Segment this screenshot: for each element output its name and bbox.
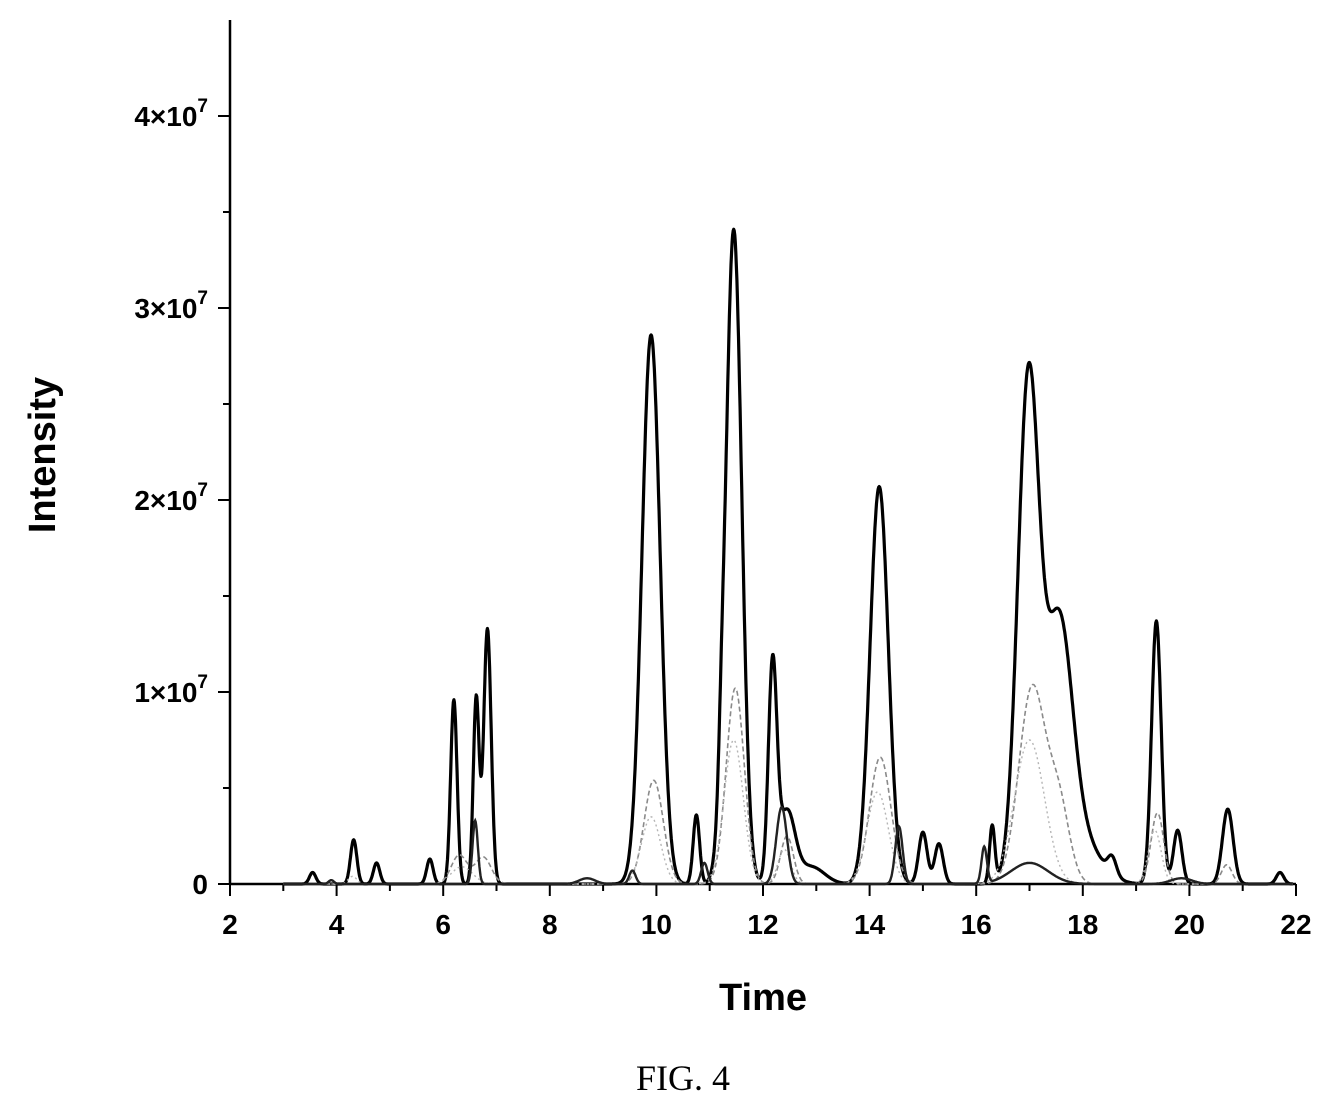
x-tick-label: 12 (747, 909, 778, 940)
series-group (282, 227, 1294, 886)
x-tick-label: 2 (222, 909, 238, 940)
x-tick-label: 8 (542, 909, 558, 940)
figure-caption: FIG. 4 (636, 1058, 730, 1098)
x-tick-label: 6 (435, 909, 451, 940)
x-tick-label: 16 (961, 909, 992, 940)
y-tick-label: 2×107 (134, 480, 208, 516)
series-line-main (282, 227, 1294, 886)
y-axis-label: Intensity (22, 377, 64, 533)
x-axis-label: Time (719, 977, 807, 1019)
x-tick-label: 4 (329, 909, 345, 940)
series-line-mid (283, 683, 1293, 885)
y-tick-label: 3×107 (134, 288, 208, 324)
y-tick-label: 0 (192, 869, 208, 900)
x-tick-label: 10 (641, 909, 672, 940)
x-tick-label: 22 (1280, 909, 1311, 940)
y-tick-label: 4×107 (134, 96, 208, 132)
y-tick-label: 1×107 (134, 672, 208, 708)
series-line-thin (283, 805, 1293, 886)
x-tick-label: 14 (854, 909, 886, 940)
axes (228, 20, 1296, 886)
x-tick-label: 20 (1174, 909, 1205, 940)
x-tick-label: 18 (1067, 909, 1098, 940)
y-ticks: 0 1×107 2×107 3×107 4×107 (134, 96, 230, 900)
x-ticks: 2 4 6 8 10 12 14 16 18 20 22 (222, 884, 1312, 940)
